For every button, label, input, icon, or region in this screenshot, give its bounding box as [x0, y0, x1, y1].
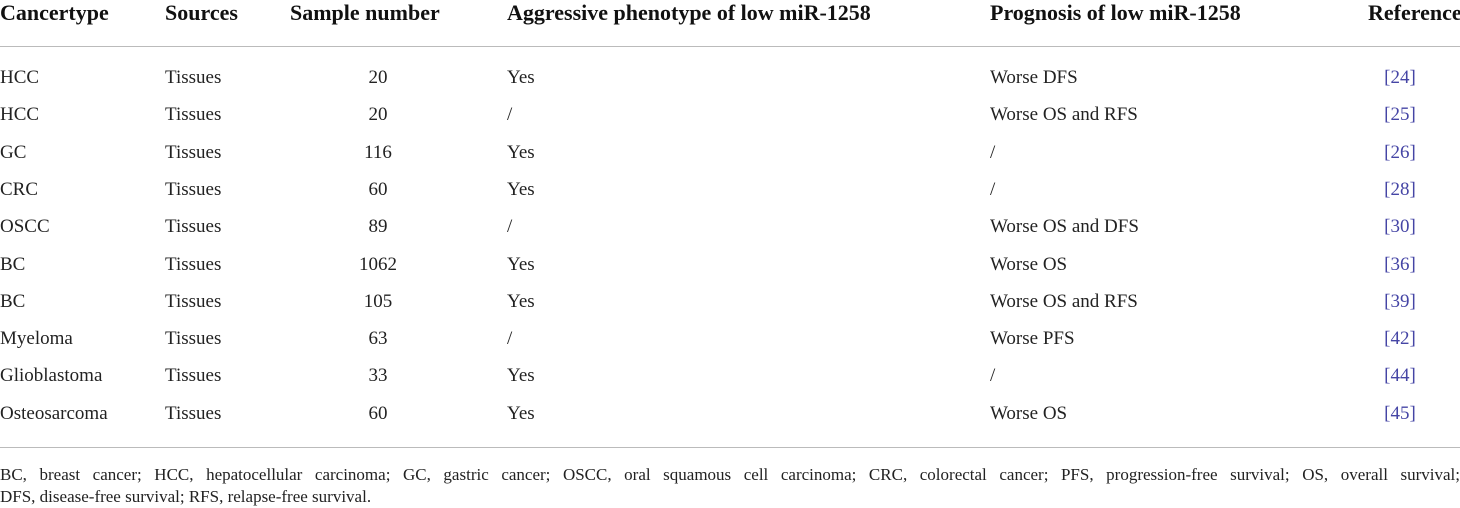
- table-cell: Yes: [507, 402, 535, 424]
- table-cell: BC: [0, 290, 26, 312]
- table-cell: Worse OS: [990, 402, 1068, 424]
- footnote-line: DFS, disease-free survival; RFS, relapse…: [0, 487, 372, 506]
- table-cell: 105: [363, 290, 393, 312]
- table-cell: 20: [368, 67, 388, 88]
- reference-link: [26]: [1384, 141, 1416, 163]
- header-rule: [0, 46, 1460, 47]
- reference-link: [25]: [1384, 104, 1416, 126]
- table-cell: Tissues: [165, 253, 222, 275]
- table-cell: Yes: [507, 365, 535, 387]
- table-cell: Yes: [507, 290, 535, 312]
- table-cell: HCC: [0, 67, 40, 88]
- table-cell: Worse PFS: [990, 328, 1075, 350]
- reference-link: [30]: [1384, 216, 1416, 238]
- table-cell: Tissues: [165, 104, 222, 126]
- footnote-line: BC, breast cancer; HCC, hepatocellular c…: [0, 465, 1460, 484]
- table-cell: /: [990, 178, 996, 200]
- table-cell: Tissues: [165, 141, 222, 163]
- column-header: Cancertype: [0, 0, 109, 25]
- table-cell: 20: [368, 104, 388, 126]
- reference-link: [24]: [1384, 67, 1416, 88]
- bottom-rule: [0, 447, 1460, 448]
- table-cell: Glioblastoma: [0, 365, 103, 387]
- table-cell: 60: [368, 402, 388, 424]
- reference-link: [44]: [1384, 365, 1416, 387]
- table-cell: Myeloma: [0, 328, 73, 350]
- table-cell: Worse OS and RFS: [990, 104, 1138, 126]
- table-cell: 1062: [359, 253, 397, 275]
- table-cell: /: [507, 216, 513, 238]
- table-cell: Worse OS and DFS: [990, 216, 1139, 238]
- table-cell: Tissues: [165, 402, 222, 424]
- reference-link: [28]: [1384, 178, 1416, 200]
- table-cell: /: [507, 104, 513, 126]
- table-cell: Yes: [507, 67, 535, 88]
- reference-link: [39]: [1384, 290, 1416, 312]
- table-cell: 60: [368, 178, 388, 200]
- table-cell: Tissues: [165, 365, 222, 387]
- column-header: Prognosis of low miR-1258: [990, 0, 1241, 25]
- table-cell: 116: [364, 141, 392, 163]
- table-cell: HCC: [0, 104, 40, 126]
- table-cell: Yes: [507, 253, 535, 275]
- table-cell: Worse OS and RFS: [990, 290, 1138, 312]
- column-header: Sources: [165, 0, 238, 25]
- table-cell: Yes: [507, 141, 535, 163]
- table-cell: /: [990, 141, 996, 163]
- table-cell: /: [507, 328, 513, 350]
- reference-link: [42]: [1384, 328, 1416, 350]
- table-cell: Worse DFS: [990, 67, 1078, 88]
- table-cell: 33: [368, 365, 388, 387]
- table-cell: OSCC: [0, 216, 50, 238]
- table-cell: Osteosarcoma: [0, 402, 108, 424]
- table-cell: GC: [0, 141, 27, 163]
- column-header: Sample number: [290, 0, 440, 25]
- reference-link: [36]: [1384, 253, 1416, 275]
- table-cell: Worse OS: [990, 253, 1068, 275]
- table-cell: Tissues: [165, 216, 222, 238]
- table-cell: Tissues: [165, 178, 222, 200]
- column-header: References: [1368, 0, 1460, 25]
- table-cell: Tissues: [165, 67, 222, 88]
- table-cell: Tissues: [165, 290, 222, 312]
- column-header: Aggressive phenotype of low miR-1258: [507, 0, 871, 25]
- table-cell: /: [990, 365, 996, 387]
- reference-link: [45]: [1384, 402, 1416, 424]
- table-cell: 89: [368, 216, 388, 238]
- table-cell: Yes: [507, 178, 535, 200]
- table-cell: 63: [368, 328, 388, 350]
- table-cell: CRC: [0, 178, 39, 200]
- table-cell: BC: [0, 253, 26, 275]
- table-cell: Tissues: [165, 328, 222, 350]
